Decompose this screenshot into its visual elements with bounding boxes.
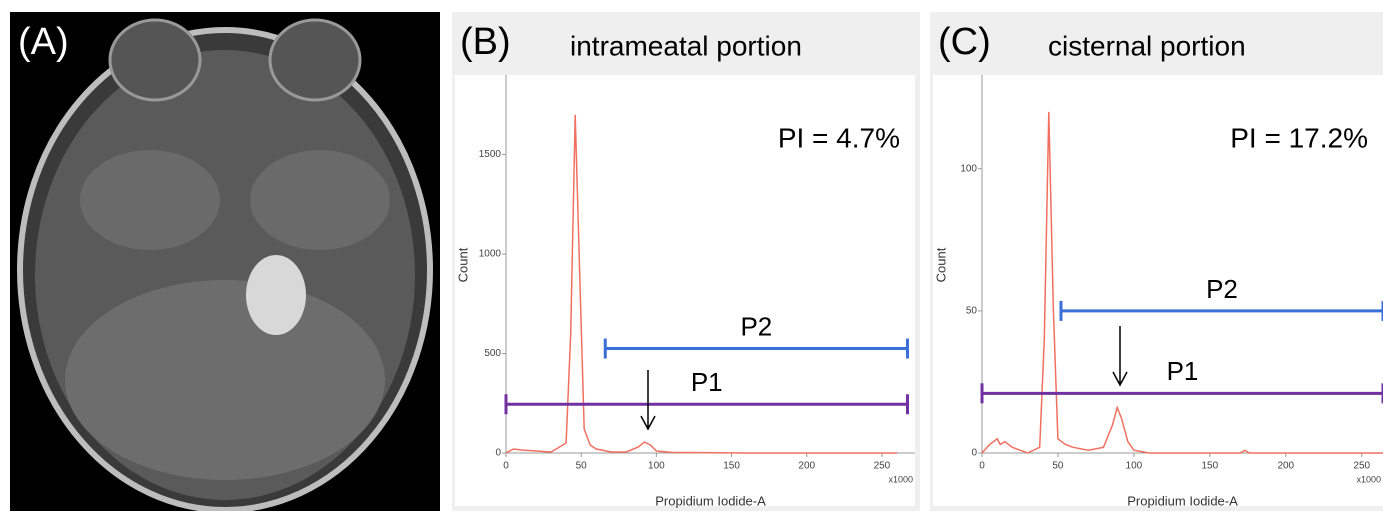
chart-title: intrameatal portion [570,30,802,61]
x-axis-label: Propidium Iodide-A [655,493,766,508]
x-tick-label: 50 [576,461,588,472]
x-tick-label: 100 [1126,461,1143,472]
temporal-left [80,150,220,250]
panel-label: (A) [18,21,69,63]
panel-label: (B) [460,21,511,63]
histogram-line [505,114,897,454]
x-multiplier: x1000 [1356,474,1381,484]
y-tick-label: 0 [971,448,977,459]
annotation: PI = 4.7% [778,122,900,153]
eye-right [268,18,362,102]
y-tick-label: 1500 [479,149,502,160]
gate-label: P1 [691,367,723,397]
x-tick-label: 150 [1201,461,1218,472]
gate-label: P2 [740,311,772,341]
x-tick-label: 0 [503,461,509,472]
x-tick-label: 200 [1277,461,1294,472]
eye-left [108,18,202,102]
plot-area [933,75,1383,506]
annotation: PI = 17.2% [1230,122,1368,153]
y-tick-label: 100 [960,163,977,174]
arrow [640,370,656,431]
gate-label: P2 [1206,274,1238,304]
arrows [640,326,1128,431]
y-tick-label: 0 [495,448,501,459]
y-axis-label: Count [933,247,948,282]
x-tick-label: 0 [979,461,985,472]
arrow [1112,326,1128,387]
tumor [246,255,306,335]
x-tick-label: 150 [723,461,740,472]
x-tick-label: 250 [1353,461,1370,472]
y-tick-label: 500 [484,348,501,359]
panel-label: (C) [938,21,991,63]
x-tick-label: 250 [874,461,891,472]
histogram-line [981,111,1383,454]
chart-title: cisternal portion [1048,30,1246,61]
x-tick-label: 200 [798,461,815,472]
gate-label: P1 [1167,356,1199,386]
temporal-right [250,150,390,250]
x-axis-label: Propidium Iodide-A [1127,493,1238,508]
y-tick-label: 50 [966,306,978,317]
mri-panel: (A) [10,12,440,513]
y-axis-label: Count [455,247,470,282]
x-tick-label: 100 [648,461,665,472]
cerebellum [65,280,385,480]
y-tick-label: 1000 [479,249,502,260]
x-tick-label: 50 [1052,461,1064,472]
x-multiplier: x1000 [888,474,913,484]
plot-area [455,75,915,506]
